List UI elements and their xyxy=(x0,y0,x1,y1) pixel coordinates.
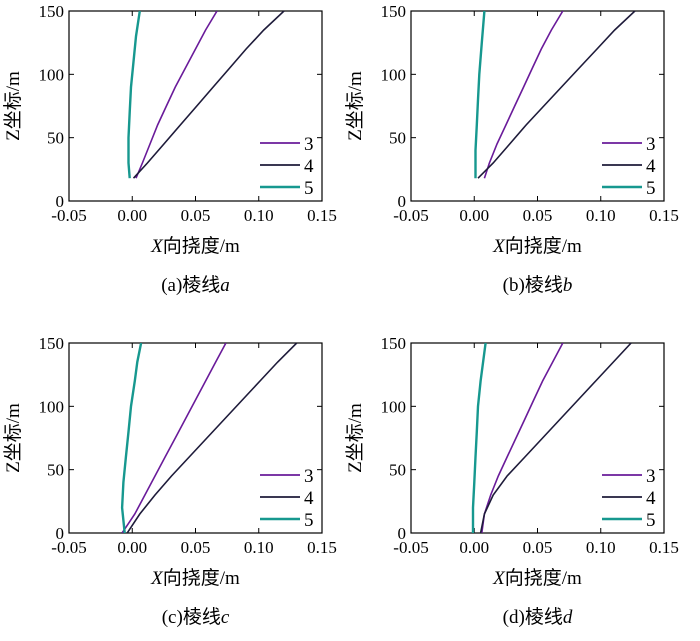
caption-prefix: (d)棱线 xyxy=(503,606,563,628)
series-line-3 xyxy=(121,343,227,533)
y-tick-label: 100 xyxy=(39,397,65,416)
legend-label-3: 3 xyxy=(646,134,656,155)
x-tick-label: 0.15 xyxy=(649,206,679,225)
caption-prefix: (c)棱线 xyxy=(162,606,221,628)
series-line-4 xyxy=(479,343,632,533)
x-tick-label: 0.05 xyxy=(523,538,553,557)
x-axis-title-rest: 向挠度/m xyxy=(163,567,240,589)
series-line-5 xyxy=(120,343,143,533)
x-tick-label: 0.00 xyxy=(459,206,489,225)
legend-label-3: 3 xyxy=(304,466,314,487)
x-axis-title-var: X xyxy=(492,236,506,257)
y-tick-label: 0 xyxy=(398,524,407,543)
y-axis-title: Z坐标/m xyxy=(2,71,24,141)
legend-label-4: 4 xyxy=(646,488,656,509)
y-tick-label: 150 xyxy=(381,2,407,21)
series-line-4 xyxy=(126,343,298,533)
panel-b: -0.05 0.00 0.05 0.10 0.15 0 50 100 150 345 X向挠度/m Z… xyxy=(344,2,679,296)
x-tick-label: 0.15 xyxy=(307,206,337,225)
caption-var: c xyxy=(221,607,230,628)
x-axis-title-var: X xyxy=(492,568,506,589)
y-tick-label: 150 xyxy=(39,334,65,353)
y-tick-label: 0 xyxy=(56,192,65,211)
x-tick-label: 0.15 xyxy=(649,538,679,557)
x-tick-label: 0.10 xyxy=(586,206,616,225)
legend-label-3: 3 xyxy=(646,466,656,487)
x-tick-label: 0.05 xyxy=(181,206,211,225)
legend-label-4: 4 xyxy=(304,156,314,177)
x-axis-title-rest: 向挠度/m xyxy=(505,235,582,257)
legend-label-4: 4 xyxy=(646,156,656,177)
series-line-5 xyxy=(471,343,487,533)
caption-var: a xyxy=(220,275,230,296)
panel-caption: (b)棱线b xyxy=(503,274,573,296)
legend-label-5: 5 xyxy=(646,510,656,531)
y-tick-label: 0 xyxy=(56,524,65,543)
y-tick-label: 0 xyxy=(398,192,407,211)
series-line-5 xyxy=(127,11,141,179)
legend-label-4: 4 xyxy=(304,488,314,509)
x-tick-label: 0.00 xyxy=(459,538,489,557)
x-tick-label: 0.00 xyxy=(117,206,147,225)
caption-prefix: (a)棱线 xyxy=(161,274,220,296)
x-axis-title-var: X xyxy=(150,568,164,589)
x-tick-label: 0.10 xyxy=(244,206,274,225)
panel-a: -0.05 0.00 0.05 0.10 0.15 0 50 100 150 345 X向挠度/m Z… xyxy=(2,2,337,296)
y-tick-label: 100 xyxy=(381,65,407,84)
legend-label-5: 5 xyxy=(304,510,314,531)
panel-caption: (c)棱线c xyxy=(162,606,230,628)
legend-label-3: 3 xyxy=(304,134,314,155)
x-tick-label: -0.05 xyxy=(393,206,428,225)
caption-prefix: (b)棱线 xyxy=(503,274,563,296)
y-tick-label: 50 xyxy=(389,129,406,148)
x-axis-title-rest: 向挠度/m xyxy=(505,567,582,589)
x-tick-label: 0.05 xyxy=(181,538,211,557)
series-line-3 xyxy=(135,11,218,179)
x-axis-title-var: X xyxy=(150,236,164,257)
y-tick-label: 150 xyxy=(381,334,407,353)
x-tick-label: 0.05 xyxy=(523,206,553,225)
x-tick-label: -0.05 xyxy=(51,538,86,557)
x-tick-label: -0.05 xyxy=(393,538,428,557)
y-tick-label: 100 xyxy=(39,65,65,84)
x-axis-title: X向挠度/m xyxy=(150,567,240,589)
plot-frame xyxy=(68,10,323,202)
x-axis-title-rest: 向挠度/m xyxy=(163,235,240,257)
x-tick-label: -0.05 xyxy=(51,206,86,225)
panel-d: -0.05 0.00 0.05 0.10 0.15 0 50 100 150 345 X向挠度/m Z… xyxy=(344,334,679,628)
plot-frame xyxy=(410,10,665,202)
caption-var: d xyxy=(563,607,573,628)
y-tick-label: 50 xyxy=(47,129,64,148)
plot-frame xyxy=(410,342,665,534)
x-tick-label: 0.00 xyxy=(117,538,147,557)
x-tick-label: 0.10 xyxy=(244,538,274,557)
y-axis-title: Z坐标/m xyxy=(2,403,24,473)
x-axis-title: X向挠度/m xyxy=(492,567,582,589)
y-axis-title: Z坐标/m xyxy=(344,403,366,473)
x-tick-label: 0.10 xyxy=(586,538,616,557)
x-axis-title: X向挠度/m xyxy=(492,235,582,257)
series-line-5 xyxy=(474,11,486,179)
y-tick-label: 50 xyxy=(47,461,64,480)
legend-label-5: 5 xyxy=(646,178,656,199)
series-line-4 xyxy=(477,11,636,179)
panel-c: -0.05 0.00 0.05 0.10 0.15 0 50 100 150 345 X向挠度/m Z… xyxy=(2,334,337,628)
y-tick-label: 100 xyxy=(381,397,407,416)
plot-frame xyxy=(68,342,323,534)
caption-var: b xyxy=(563,275,573,296)
series-line-3 xyxy=(481,343,564,533)
legend-label-5: 5 xyxy=(304,178,314,199)
series-line-4 xyxy=(132,11,285,179)
y-tick-label: 50 xyxy=(389,461,406,480)
y-tick-label: 150 xyxy=(39,2,65,21)
x-axis-title: X向挠度/m xyxy=(150,235,240,257)
y-axis-title: Z坐标/m xyxy=(344,71,366,141)
x-tick-label: 0.15 xyxy=(307,538,337,557)
panel-caption: (a)棱线a xyxy=(161,274,230,296)
series-line-3 xyxy=(483,11,564,179)
panel-caption: (d)棱线d xyxy=(503,606,573,628)
